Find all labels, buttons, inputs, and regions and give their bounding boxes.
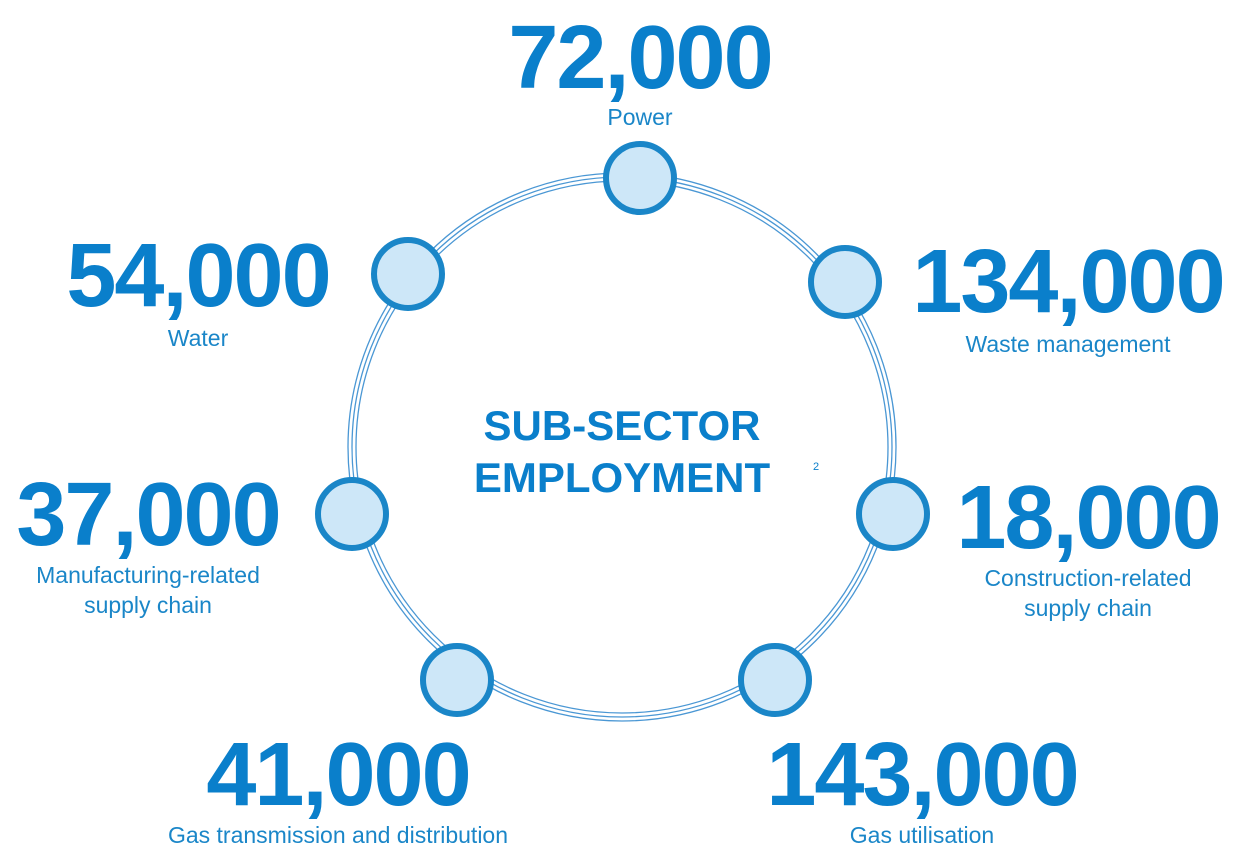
node-label: Manufacturing-related: [36, 562, 260, 588]
node-value: 54,000: [66, 226, 329, 326]
node-dot: [371, 237, 445, 311]
node-value: 37,000: [16, 465, 279, 565]
node-label: Gas transmission and distribution: [168, 822, 508, 848]
node-label: supply chain: [84, 592, 212, 618]
node-value: 18,000: [956, 468, 1219, 568]
node-label: Water: [168, 325, 229, 351]
footnote: 2: [813, 461, 819, 473]
node-value: 41,000: [206, 725, 469, 825]
node-value: 72,000: [508, 8, 771, 108]
node-dot: [808, 245, 882, 319]
node-dot: [738, 643, 812, 717]
node-dot: [856, 477, 930, 551]
node-label: Construction-related: [984, 565, 1191, 591]
node-value: 143,000: [766, 725, 1077, 825]
node-label: supply chain: [1024, 595, 1152, 621]
title-line: EMPLOYMENT: [474, 454, 771, 501]
title-line: SUB-SECTOR: [484, 402, 761, 449]
node-label: Waste management: [966, 331, 1172, 357]
node-dot: [420, 643, 494, 717]
node-label: Gas utilisation: [850, 822, 994, 848]
node-dot: [603, 141, 677, 215]
title: SUB-SECTOR EMPLOYMENT 2: [474, 402, 819, 501]
node-dot: [315, 477, 389, 551]
node-label: Power: [607, 104, 673, 130]
node-value: 134,000: [912, 232, 1223, 332]
